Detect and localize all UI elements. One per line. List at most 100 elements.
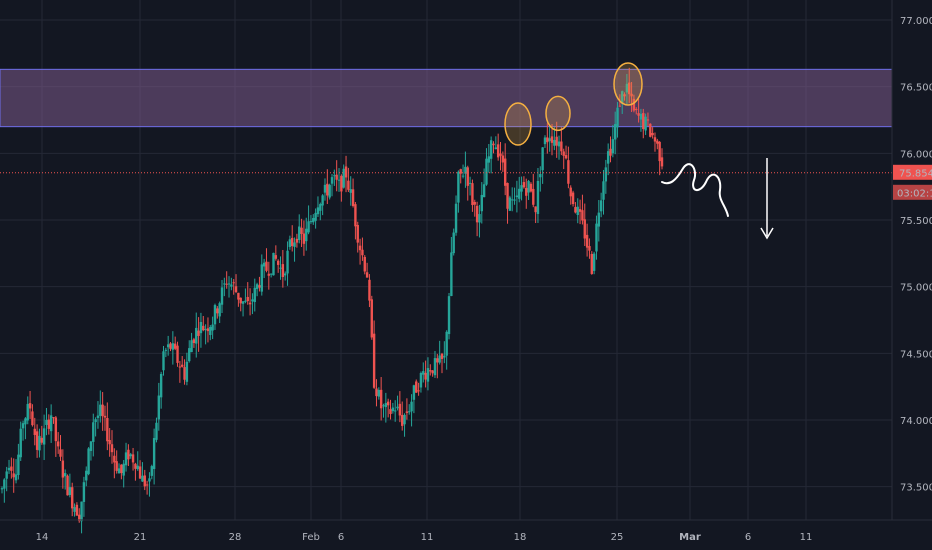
time-tick-label: 25	[611, 532, 624, 543]
candle-body	[466, 167, 469, 186]
price-tick-label: 74.500	[900, 349, 932, 360]
price-tick-label: 75.500	[900, 216, 932, 227]
candle-body	[26, 403, 29, 421]
candle-body	[246, 296, 249, 302]
candle-body	[588, 246, 591, 251]
candle-body	[480, 194, 483, 212]
candle-body	[539, 174, 542, 178]
candle-body	[316, 207, 320, 215]
candle-body	[375, 388, 378, 397]
candle-body	[468, 182, 472, 184]
candle-body	[564, 155, 568, 159]
candle-body	[239, 297, 242, 304]
candle-body	[85, 470, 88, 481]
candle-body	[328, 184, 331, 198]
candle-body	[188, 348, 191, 362]
candle-body	[61, 460, 65, 478]
candle-body	[21, 423, 25, 429]
candle-body	[457, 171, 460, 203]
candle-body	[644, 116, 647, 131]
candle-body	[305, 228, 308, 242]
candle-body	[211, 324, 214, 331]
candle-body	[106, 417, 109, 442]
candle-body	[110, 444, 114, 453]
candle-body	[269, 273, 273, 275]
candle-body	[216, 308, 219, 314]
candle-body	[452, 232, 455, 254]
candle-body	[82, 482, 86, 502]
candle-body	[195, 327, 198, 344]
candle-body	[276, 260, 280, 265]
candle-body	[391, 407, 395, 412]
candle-body	[319, 204, 322, 211]
candle-body	[499, 153, 502, 156]
candle-body	[408, 411, 411, 413]
candle-body	[255, 284, 259, 290]
time-tick-label: 21	[134, 532, 147, 543]
candle-body	[115, 461, 118, 471]
candle-body	[349, 189, 352, 193]
candle-body	[623, 94, 626, 97]
candle-body	[298, 226, 301, 241]
candle-body	[267, 273, 271, 276]
candle-body	[487, 156, 491, 163]
candle-body	[94, 419, 97, 423]
candle-body	[398, 403, 402, 416]
candle-body	[220, 287, 224, 305]
candle-body	[326, 183, 329, 196]
candle-body	[63, 473, 67, 477]
candle-body	[120, 464, 123, 474]
candle-body	[199, 321, 203, 334]
candle-body	[258, 285, 261, 288]
candle-body	[181, 364, 184, 367]
candle-body	[529, 183, 533, 192]
candle-body	[585, 234, 589, 248]
candle-body	[87, 448, 90, 475]
top-highlights	[504, 62, 643, 146]
candle-body	[396, 406, 399, 409]
candle-body	[33, 428, 36, 435]
candle-body	[340, 175, 343, 192]
candle-body	[445, 331, 448, 356]
candle-body	[78, 514, 81, 522]
candle-body	[286, 250, 289, 274]
candle-body	[637, 113, 640, 116]
price-tick-label: 73.500	[900, 483, 932, 494]
top-highlight-ellipse	[545, 95, 571, 132]
candle-body	[625, 83, 629, 93]
candle-body	[368, 279, 371, 301]
candle-body	[47, 419, 51, 429]
candle-body	[103, 415, 107, 418]
candle-body	[604, 167, 608, 182]
candle-body	[410, 401, 413, 412]
candle-body	[213, 305, 217, 325]
current-price-label: 75.854	[899, 168, 932, 179]
candle-body	[511, 199, 514, 201]
candle-body	[42, 428, 46, 445]
candle-body	[377, 389, 381, 397]
candle-body	[389, 409, 392, 415]
candle-body	[10, 466, 13, 471]
candle-body	[204, 329, 207, 331]
candle-body	[361, 249, 364, 256]
candle-body	[159, 373, 163, 398]
candle-body	[183, 367, 186, 380]
candle-body	[609, 148, 612, 156]
countdown-label-bg	[893, 184, 932, 200]
candle-body	[632, 98, 636, 111]
candle-body	[131, 454, 135, 463]
top-highlight-ellipse	[613, 62, 643, 106]
candle-body	[169, 343, 172, 349]
candle-body	[281, 264, 285, 277]
candle-body	[54, 417, 58, 442]
candle-body	[31, 411, 34, 426]
candle-body	[574, 207, 577, 213]
candle-body	[333, 175, 336, 177]
candle-body	[99, 404, 102, 416]
time-axis: 14 21 28 Feb 6 11 18 25 Mar 6 11	[36, 532, 813, 543]
candle-body	[141, 475, 144, 482]
top-highlight-ellipse	[504, 102, 532, 146]
candle-body	[494, 147, 498, 150]
time-tick-label: 11	[800, 532, 813, 543]
candle-body	[618, 105, 622, 107]
